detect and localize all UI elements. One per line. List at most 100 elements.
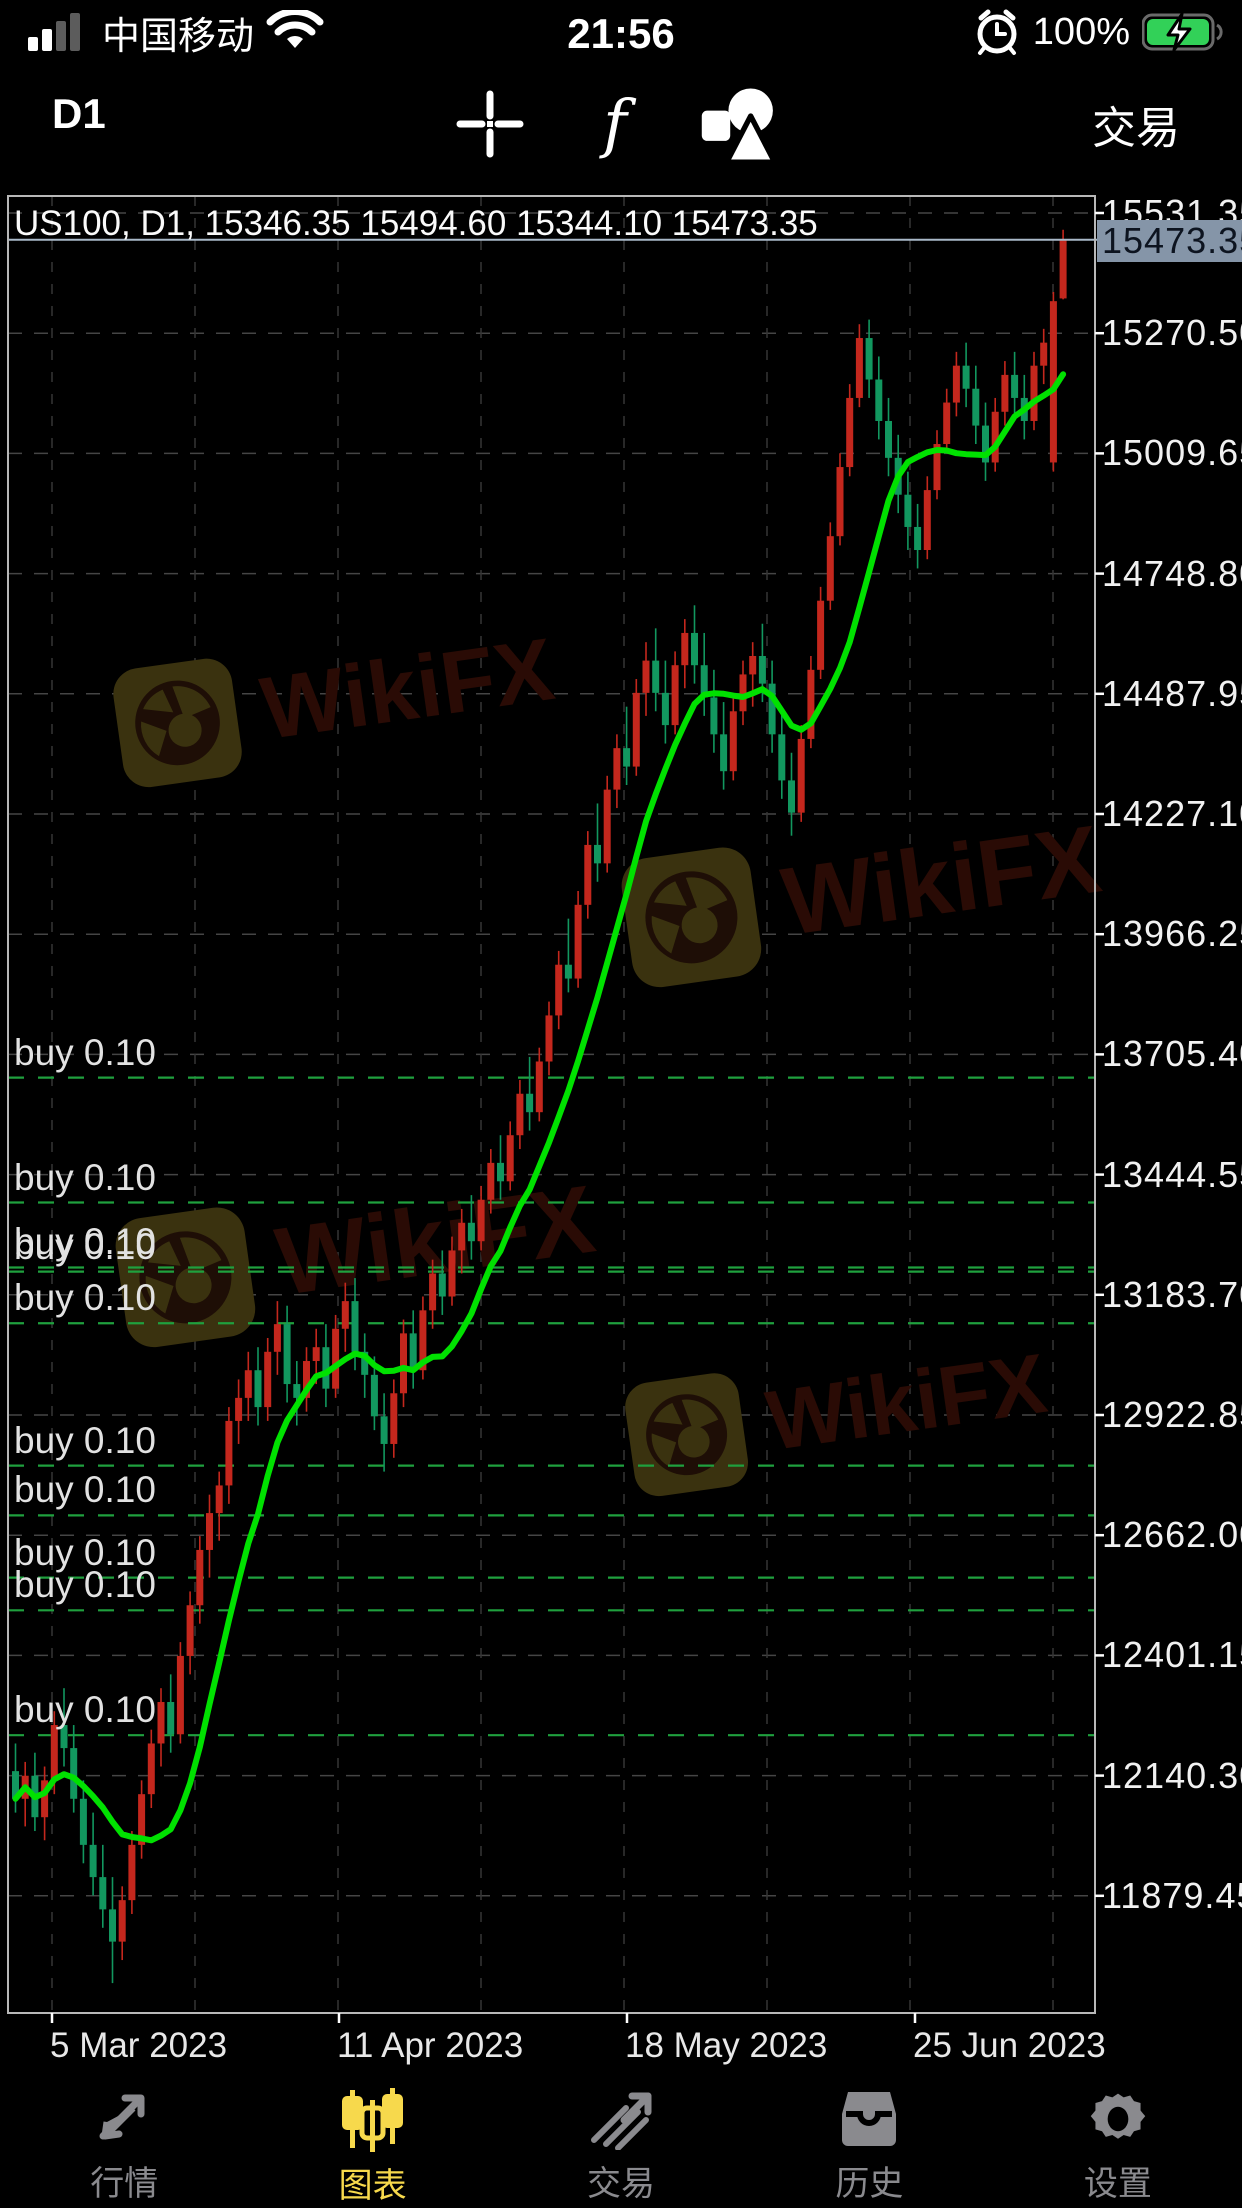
candle-body	[855, 338, 863, 398]
candle-body	[332, 1328, 340, 1389]
indicators-button[interactable]: f	[575, 84, 655, 164]
crosshair-button[interactable]	[450, 84, 530, 164]
battery-percent: 100%	[1032, 10, 1130, 53]
candle-body	[574, 904, 582, 979]
candle-body	[215, 1485, 223, 1514]
timeframe-button[interactable]: D1	[52, 90, 106, 137]
price-axis-label: 12140.30	[1102, 1754, 1242, 1796]
candle-body	[623, 748, 631, 767]
watermark-text: WikiFX	[255, 619, 560, 758]
candle-body	[982, 425, 989, 463]
tab-label: 交易	[587, 2165, 656, 2203]
candle-body	[749, 655, 757, 675]
wifi-icon	[266, 10, 324, 48]
candle-body	[167, 1702, 175, 1735]
battery-charging-icon	[1142, 12, 1223, 52]
function-f-icon: f	[603, 87, 627, 161]
candle-body	[60, 1725, 68, 1749]
price-axis-label: 12922.85	[1102, 1394, 1242, 1435]
crosshair-icon	[456, 90, 524, 158]
candle-body	[914, 526, 922, 551]
candle-body	[487, 1162, 495, 1200]
candle-body	[603, 789, 611, 864]
candle-body	[1049, 301, 1057, 463]
watermark-text: WikiFX	[761, 1336, 1052, 1468]
candle-body	[109, 1909, 116, 1942]
date-axis-label: 5 Mar 2023	[50, 2026, 228, 2065]
candle-body	[739, 674, 747, 712]
wikifx-watermark: WikiFX	[621, 805, 1107, 988]
candle-body	[991, 411, 999, 463]
candle-body	[438, 1273, 446, 1297]
chart-candles-icon	[341, 2088, 403, 2152]
candle-body	[797, 738, 805, 813]
candle-body	[497, 1162, 504, 1182]
tab-label: 历史	[835, 2165, 904, 2203]
candle-body	[370, 1374, 378, 1417]
date-axis-label: 11 Apr 2023	[337, 2026, 524, 2065]
candle-body	[923, 490, 931, 551]
wikifx-watermark: WikiFX	[625, 1336, 1052, 1497]
price-axis-label: 13705.40	[1102, 1033, 1242, 1075]
moving-average-line	[12, 371, 1067, 1844]
candle-body	[661, 692, 669, 726]
price-axis-label: 15009.65	[1102, 432, 1242, 474]
tab-quotes[interactable]: 行情	[0, 2082, 248, 2208]
price-axis-label: 13183.70	[1102, 1273, 1242, 1315]
candle-body	[1011, 374, 1019, 398]
price-axis-label: 12401.15	[1102, 1634, 1242, 1676]
candle-body	[778, 734, 786, 781]
candle-body	[351, 1301, 359, 1352]
candle-body	[429, 1273, 437, 1311]
candle-body	[380, 1416, 388, 1444]
candle-body	[1030, 365, 1038, 421]
tab-label: 图表	[338, 2167, 407, 2205]
candle-body	[758, 655, 766, 684]
trade-button[interactable]: 交易	[1092, 104, 1180, 153]
candle-body	[390, 1393, 398, 1444]
candle-body	[312, 1347, 320, 1362]
candle-body	[826, 536, 834, 601]
candle-body	[632, 692, 640, 767]
candle-body	[147, 1743, 155, 1795]
candle-body	[1001, 374, 1009, 412]
buy-position-label: buy 0.10	[14, 1221, 156, 1263]
tab-settings[interactable]: 设置	[994, 2082, 1242, 2208]
bottom-tab-bar: 行情 图表 交易 历史	[0, 2082, 1242, 2208]
date-axis-label: 25 Jun 2023	[913, 2026, 1106, 2065]
buy-position-label: buy 0.10	[14, 1225, 156, 1267]
candle-body	[448, 1250, 456, 1297]
candle-body	[584, 844, 592, 905]
tab-charts[interactable]: 图表	[248, 2082, 496, 2208]
buy-position-label: buy 0.10	[14, 1031, 156, 1073]
candle-body	[118, 1900, 126, 1942]
chart-toolbar: D1 f 交易	[0, 62, 1242, 182]
candle-body	[99, 1877, 107, 1910]
tab-trade[interactable]: 交易	[497, 2082, 745, 2208]
price-axis-label: 12662.00	[1102, 1514, 1242, 1556]
candle-body	[264, 1351, 272, 1408]
candle-body	[467, 1222, 475, 1242]
candle-body	[875, 379, 883, 421]
buy-position-label: buy 0.10	[14, 1564, 156, 1606]
candle-body	[613, 748, 621, 790]
buy-position-label: buy 0.10	[14, 1277, 156, 1319]
candle-body	[962, 365, 970, 389]
candle-body	[225, 1420, 233, 1486]
history-box-icon	[842, 2092, 897, 2146]
candle-body	[691, 632, 698, 666]
candle-body	[79, 1798, 87, 1845]
candle-body	[341, 1301, 349, 1329]
candle-body	[1040, 342, 1048, 366]
tab-history[interactable]: 历史	[745, 2082, 993, 2208]
candle-body	[516, 1093, 524, 1136]
candle-body	[1059, 239, 1067, 299]
candle-body	[836, 467, 844, 537]
candle-body	[788, 780, 795, 813]
candle-body	[254, 1370, 262, 1408]
candle-body	[807, 669, 815, 739]
objects-button[interactable]	[700, 84, 780, 165]
tab-label: 设置	[1083, 2165, 1152, 2203]
